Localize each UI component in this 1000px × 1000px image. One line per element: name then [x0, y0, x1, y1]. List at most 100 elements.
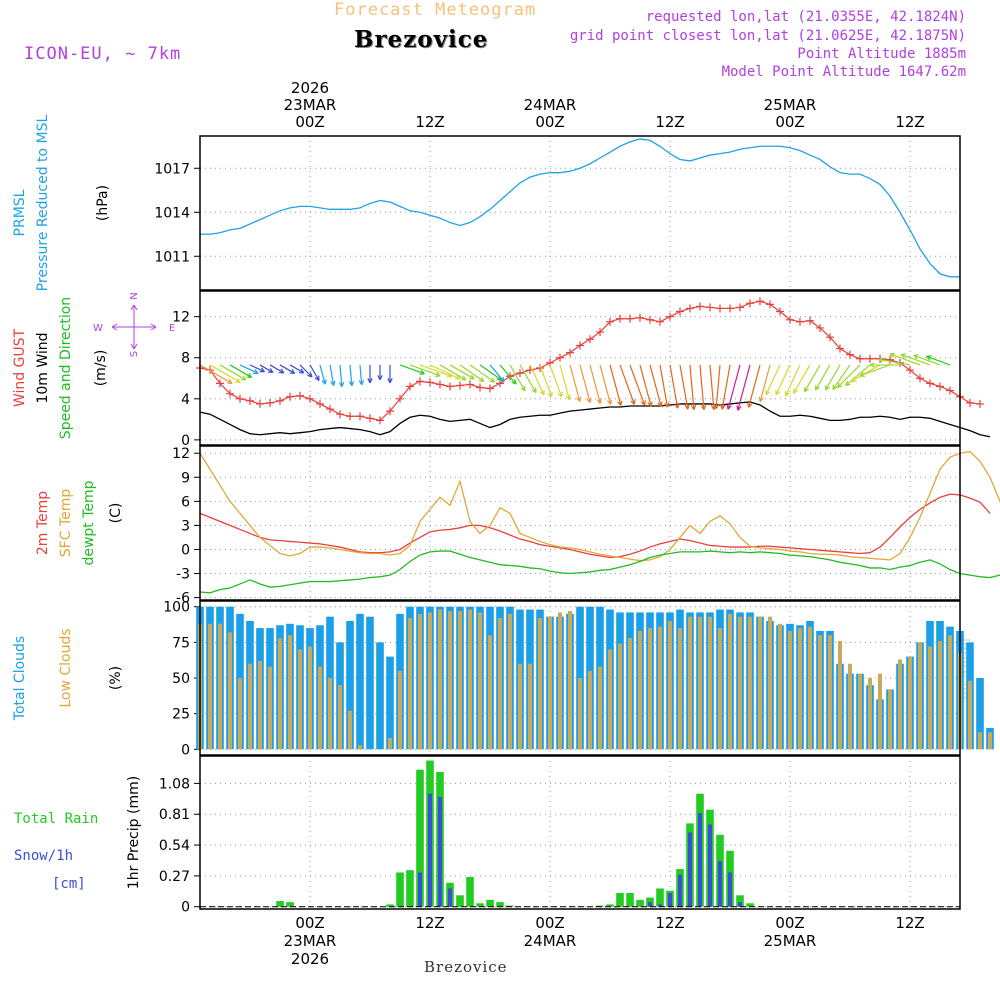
bar-total-rain — [286, 902, 294, 907]
bar-low-clouds — [768, 616, 772, 750]
bar-total-rain — [476, 903, 484, 907]
wind-arrow — [869, 362, 900, 368]
bar-low-clouds — [808, 626, 812, 750]
bar-snow-1h — [418, 872, 422, 907]
ytick-label-temperature-1: -3 — [176, 567, 190, 583]
bar-low-clouds — [478, 612, 482, 750]
gust-marker — [476, 383, 484, 392]
wind-arrow — [926, 355, 951, 366]
bar-snow-1h — [718, 861, 722, 907]
panel-frame-temperature — [199, 445, 961, 601]
bar-total-clouds — [376, 642, 384, 750]
bottom-axis-hour-3: 12Z — [655, 914, 684, 932]
ytick-label-precip-1: 0.27 — [159, 869, 190, 885]
gust-marker — [886, 355, 894, 364]
ytick-label-clouds-3: 75 — [172, 635, 190, 651]
wind-arrow — [900, 353, 931, 366]
bar-low-clouds — [688, 616, 692, 750]
wind-arrow — [449, 364, 475, 380]
bar-low-clouds — [918, 642, 922, 750]
gust-marker — [866, 354, 874, 363]
gust-marker — [926, 379, 934, 388]
bar-low-clouds — [338, 685, 342, 750]
bar-low-clouds — [978, 732, 982, 750]
bar-low-clouds — [618, 643, 622, 750]
bar-low-clouds — [928, 646, 932, 750]
bar-low-clouds — [798, 628, 802, 750]
wind-arrow — [726, 364, 741, 410]
bar-snow-1h — [448, 888, 452, 907]
gust-marker — [706, 303, 714, 312]
bar-low-clouds — [788, 630, 792, 750]
bar-low-clouds — [388, 737, 392, 750]
bar-low-clouds — [898, 659, 902, 750]
ytick-label-temperature-5: 9 — [181, 470, 190, 486]
bar-low-clouds — [868, 678, 872, 750]
bar-total-rain — [486, 899, 494, 907]
bar-low-clouds — [578, 678, 582, 750]
panel-wind: 0 4 8 12 Wind GUST 10m Wind Speed and Directio… — [12, 290, 991, 449]
gust-marker — [276, 396, 284, 405]
bar-low-clouds — [878, 673, 882, 750]
series-prmsl — [200, 138, 960, 278]
bar-total-rain — [746, 903, 754, 907]
wind-arrow — [913, 354, 941, 366]
bottom-axis-hour-4: 00Z — [775, 914, 804, 932]
gust-marker — [556, 353, 564, 362]
bar-low-clouds — [848, 663, 852, 750]
wind-arrow — [429, 364, 461, 380]
product-title: Forecast Meteogram — [334, 0, 537, 20]
ylabel-precip: 1hr Precip (mm) — [126, 776, 142, 889]
wind-arrow — [249, 364, 265, 373]
wind-arrow — [219, 364, 247, 381]
panel-frame-precip — [199, 755, 961, 910]
bar-low-clouds — [668, 620, 672, 750]
series-sfc-temp — [199, 450, 1000, 562]
bar-low-clouds — [418, 613, 422, 750]
bar-low-clouds — [658, 626, 662, 750]
wind-arrow — [338, 364, 345, 388]
wind-arrow — [559, 364, 571, 401]
gust-marker — [776, 307, 784, 316]
gust-marker — [646, 315, 654, 324]
label-snow: Snow/1h — [14, 848, 73, 864]
compass-n: N — [129, 292, 140, 299]
gust-marker — [236, 394, 244, 403]
gust-marker — [716, 304, 724, 313]
wind-arrow — [469, 364, 496, 383]
gust-marker — [746, 299, 754, 308]
model-altitude: Model Point Altitude 1647.62m — [721, 64, 966, 80]
bar-low-clouds — [938, 640, 942, 750]
bar-low-clouds — [988, 732, 992, 750]
wind-arrow — [689, 364, 697, 411]
label-pressure-msl: Pressure Reduced to MSL — [35, 114, 51, 291]
bar-low-clouds — [838, 640, 842, 750]
gust-marker — [416, 377, 424, 386]
wind-arrow — [758, 364, 771, 403]
ytick-label-precip-2: 0.54 — [159, 838, 190, 854]
gust-marker — [796, 317, 804, 326]
ytick-label-clouds-0: 0 — [181, 742, 190, 758]
bar-low-clouds — [318, 666, 322, 750]
gust-marker — [216, 379, 224, 388]
bar-low-clouds — [208, 623, 212, 750]
wind-arrow — [529, 364, 545, 396]
panel-precip: 0 0.27 0.54 0.81 1.08 Total Rain Snow/1h [cm] 1h… — [14, 755, 961, 916]
bar-total-rain — [636, 899, 644, 907]
bar-total-clouds — [386, 656, 394, 750]
wind-arrow — [713, 364, 721, 410]
top-axis-hour-4: 00Z — [775, 113, 804, 131]
ytick-label-clouds-1: 25 — [172, 707, 190, 723]
wind-arrow — [599, 364, 613, 405]
bar-low-clouds — [558, 612, 562, 750]
bar-low-clouds — [948, 635, 952, 750]
gust-marker — [366, 414, 374, 423]
bar-low-clouds — [448, 610, 452, 750]
bar-snow-1h — [428, 793, 432, 907]
bar-low-clouds — [268, 666, 272, 750]
gust-marker — [356, 412, 364, 421]
gust-marker — [756, 297, 764, 306]
series-2m-temp — [199, 493, 991, 559]
gust-marker — [376, 416, 384, 425]
bar-low-clouds — [778, 623, 782, 750]
